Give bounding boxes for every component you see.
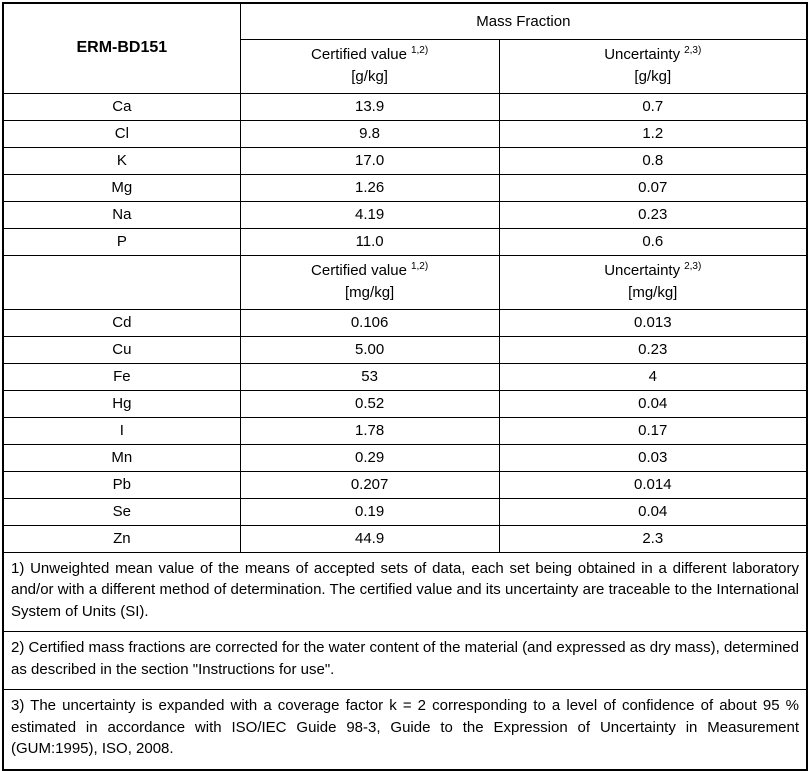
element-symbol-cell: Hg: [2, 389, 241, 418]
uncertainty-cell: 0.03: [498, 443, 808, 472]
element-row: Cu 5.00 0.23: [2, 335, 808, 364]
empty-cell: [2, 254, 241, 310]
certified-value-unit: [g/kg]: [351, 68, 388, 85]
element-symbol-cell: Ca: [2, 92, 241, 121]
uncertainty-cell: 0.014: [498, 470, 808, 499]
element-symbol-cell: Fe: [2, 362, 241, 391]
mass-fraction-header: Mass Fraction: [239, 2, 808, 40]
uncertainty-label: Uncertainty 2,3): [500, 260, 806, 282]
certified-value-cell: 11.0: [239, 227, 500, 256]
element-symbol-cell: Na: [2, 200, 241, 229]
element-row: I 1.78 0.17: [2, 416, 808, 445]
element-row: Mn 0.29 0.03: [2, 443, 808, 472]
element-symbol-cell: Mg: [2, 173, 241, 202]
certified-value-unit: [mg/kg]: [345, 284, 395, 301]
footnote-ref-certified: 1,2): [410, 261, 429, 272]
certified-value-header-gkg: Certified value 1,2) [g/kg]: [239, 38, 500, 94]
element-row: Mg 1.26 0.07: [2, 173, 808, 202]
uncertainty-header-gkg: Uncertainty 2,3) [g/kg]: [498, 38, 808, 94]
footnote-text: 3) The uncertainty is expanded with a co…: [2, 689, 808, 770]
element-symbol-cell: Mn: [2, 443, 241, 472]
header-row-top: ERM-BD151 Mass Fraction: [2, 2, 808, 94]
uncertainty-cell: 0.17: [498, 416, 808, 445]
element-row: Ca 13.9 0.7: [2, 92, 808, 121]
element-row: Fe 53 4: [2, 362, 808, 391]
footnote-row: 3) The uncertainty is expanded with a co…: [2, 689, 808, 770]
certified-value-label: Certified value 1,2): [241, 260, 499, 282]
uncertainty-text: Uncertainty: [604, 46, 681, 63]
element-row: Pb 0.207 0.014: [2, 470, 808, 499]
uncertainty-cell: 0.7: [498, 92, 808, 121]
footnote-ref-certified: 1,2): [410, 45, 429, 56]
certified-value-cell: 4.19: [239, 200, 500, 229]
element-symbol-cell: I: [2, 416, 241, 445]
certified-value-cell: 44.9: [239, 524, 500, 553]
uncertainty-cell: 0.23: [498, 200, 808, 229]
element-symbol-cell: Zn: [2, 524, 241, 553]
footnote-row: 1) Unweighted mean value of the means of…: [2, 551, 808, 632]
certified-value-cell: 0.19: [239, 497, 500, 526]
element-symbol-cell: P: [2, 227, 241, 256]
uncertainty-header-mgkg: Uncertainty 2,3) [mg/kg]: [498, 254, 808, 310]
uncertainty-cell: 0.07: [498, 173, 808, 202]
certified-value-cell: 9.8: [239, 119, 500, 148]
uncertainty-cell: 0.013: [498, 308, 808, 337]
element-symbol-cell: Cd: [2, 308, 241, 337]
element-symbol-cell: Cl: [2, 119, 241, 148]
certified-value-cell: 0.207: [239, 470, 500, 499]
certified-value-cell: 0.52: [239, 389, 500, 418]
footnote-row: 2) Certified mass fractions are correcte…: [2, 631, 808, 690]
footnote-text: 2) Certified mass fractions are correcte…: [2, 631, 808, 690]
element-row: Cd 0.106 0.013: [2, 308, 808, 337]
uncertainty-label: Uncertainty 2,3): [500, 44, 806, 66]
certified-value-cell: 17.0: [239, 146, 500, 175]
element-row: K 17.0 0.8: [2, 146, 808, 175]
uncertainty-text: Uncertainty: [604, 262, 681, 279]
certified-value-cell: 53: [239, 362, 500, 391]
footnote-ref-uncertainty: 2,3): [684, 261, 702, 272]
element-row: Zn 44.9 2.3: [2, 524, 808, 553]
certified-value-header-mgkg: Certified value 1,2) [mg/kg]: [239, 254, 500, 310]
uncertainty-unit: [mg/kg]: [628, 284, 678, 301]
uncertainty-cell: 0.04: [498, 389, 808, 418]
element-row: P 11.0 0.6: [2, 227, 808, 256]
uncertainty-cell: 0.23: [498, 335, 808, 364]
certified-value-cell: 13.9: [239, 92, 500, 121]
uncertainty-cell: 0.8: [498, 146, 808, 175]
header-row-units-gkg: Certified value 1,2) [g/kg] Uncertainty 2,…: [3, 38, 808, 94]
certified-value-text: Certified value: [311, 262, 407, 279]
uncertainty-cell: 2.3: [498, 524, 808, 553]
element-symbol-cell: Pb: [2, 470, 241, 499]
certified-value-cell: 5.00: [239, 335, 500, 364]
certified-value-cell: 1.26: [239, 173, 500, 202]
header-row-units-mgkg: Certified value 1,2) [mg/kg] Uncertainty 2…: [2, 254, 808, 310]
uncertainty-cell: 0.04: [498, 497, 808, 526]
certified-value-cell: 0.29: [239, 443, 500, 472]
certified-value-label: Certified value 1,2): [241, 44, 499, 66]
material-id-cell: ERM-BD151: [2, 2, 241, 94]
element-row: Cl 9.8 1.2: [2, 119, 808, 148]
element-row: Se 0.19 0.04: [2, 497, 808, 526]
element-symbol-cell: Cu: [2, 335, 241, 364]
material-id: ERM-BD151: [76, 39, 168, 57]
element-symbol-cell: Se: [2, 497, 241, 526]
uncertainty-unit: [g/kg]: [634, 68, 672, 85]
uncertainty-cell: 1.2: [498, 119, 808, 148]
certified-value-text: Certified value: [311, 46, 407, 63]
element-row: Na 4.19 0.23: [2, 200, 808, 229]
certified-value-cell: 0.106: [239, 308, 500, 337]
uncertainty-cell: 0.6: [498, 227, 808, 256]
footnote-ref-uncertainty: 2,3): [684, 45, 702, 56]
uncertainty-cell: 4: [498, 362, 808, 391]
element-symbol-cell: K: [2, 146, 241, 175]
footnote-text: 1) Unweighted mean value of the means of…: [2, 551, 808, 632]
element-row: Hg 0.52 0.04: [2, 389, 808, 418]
certified-value-cell: 1.78: [239, 416, 500, 445]
